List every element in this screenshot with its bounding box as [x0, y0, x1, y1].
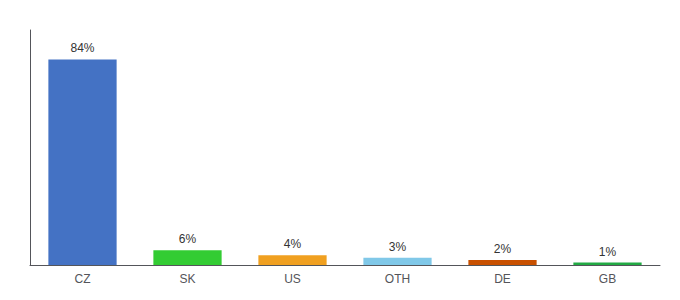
- svg-text:OTH: OTH: [385, 272, 410, 286]
- svg-text:6%: 6%: [179, 232, 197, 246]
- svg-text:US: US: [284, 272, 301, 286]
- svg-text:2%: 2%: [494, 242, 512, 256]
- svg-text:1%: 1%: [599, 245, 617, 259]
- svg-text:CZ: CZ: [75, 272, 91, 286]
- svg-text:3%: 3%: [389, 240, 407, 254]
- svg-text:84%: 84%: [70, 41, 94, 55]
- svg-text:GB: GB: [599, 272, 616, 286]
- svg-text:DE: DE: [494, 272, 511, 286]
- svg-text:4%: 4%: [284, 237, 302, 251]
- svg-text:SK: SK: [179, 272, 195, 286]
